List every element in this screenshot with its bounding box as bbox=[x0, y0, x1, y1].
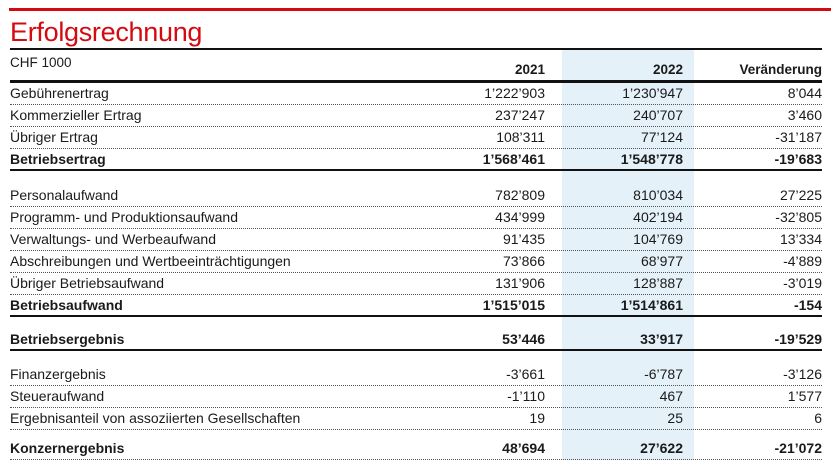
row-label: Konzernergebnis bbox=[10, 440, 125, 456]
table-row: Gebührenertrag 1’222’903 1’230’947 8’044 bbox=[10, 83, 822, 105]
value-2022: 240’707 bbox=[633, 107, 683, 123]
table-header-row: CHF 1000 2021 2022 Veränderung bbox=[10, 50, 822, 83]
table-row: Verwaltungs- und Werbeaufwand 91’435 104… bbox=[10, 229, 822, 251]
column-header-change: Veränderung bbox=[739, 62, 822, 77]
value-change: -19’683 bbox=[774, 150, 822, 167]
table-row bbox=[10, 171, 822, 185]
row-label: Steueraufwand bbox=[10, 388, 105, 404]
value-2021: 1’222’903 bbox=[484, 85, 545, 101]
table-row: Finanzergebnis -3’661 -6’787 -3’126 bbox=[10, 364, 822, 386]
value-2022: 1’230’947 bbox=[622, 85, 683, 101]
table-row: Betriebsertrag 1’568’461 1’548’778 -19’6… bbox=[10, 149, 822, 171]
table-row bbox=[10, 351, 822, 364]
value-2021: -3’661 bbox=[506, 366, 545, 382]
value-change: -3’126 bbox=[783, 366, 822, 382]
value-2021: 48’694 bbox=[502, 440, 545, 456]
value-2021: 131’906 bbox=[495, 275, 545, 291]
table-row bbox=[10, 317, 822, 329]
unit-label: CHF 1000 bbox=[10, 55, 72, 70]
value-change: -32’805 bbox=[775, 209, 822, 225]
row-label: Verwaltungs- und Werbeaufwand bbox=[10, 231, 216, 247]
value-change: -154 bbox=[793, 296, 822, 313]
value-2022: 810’034 bbox=[633, 187, 683, 203]
value-2021: 73’866 bbox=[502, 253, 545, 269]
row-label: Betriebsertrag bbox=[10, 150, 106, 167]
value-change: 3’460 bbox=[787, 107, 822, 123]
value-2022: 467 bbox=[659, 388, 683, 404]
value-2021: 782’809 bbox=[495, 187, 545, 203]
value-2022: 1’548’778 bbox=[620, 150, 683, 167]
table-row: Betriebsergebnis 53’446 33’917 -19’529 bbox=[10, 329, 822, 351]
income-statement-table: CHF 1000 2021 2022 Veränderung Gebührene… bbox=[10, 50, 822, 460]
value-2022: 77’124 bbox=[640, 129, 683, 145]
value-2022: 1’514’861 bbox=[620, 296, 683, 313]
value-change: -31’187 bbox=[775, 129, 822, 145]
row-label: Betriebsergebnis bbox=[10, 330, 125, 347]
value-2022: 402’194 bbox=[633, 209, 683, 225]
row-label: Ergebnisanteil von assoziierten Gesellsc… bbox=[10, 410, 301, 426]
title-divider bbox=[10, 48, 822, 50]
value-change: -4’889 bbox=[783, 253, 822, 269]
row-label: Abschreibungen und Wertbeeinträchtigunge… bbox=[10, 253, 291, 269]
table-row: Betriebsaufwand 1’515’015 1’514’861 -154 bbox=[10, 295, 822, 317]
value-2021: -1’110 bbox=[507, 388, 545, 404]
table-row bbox=[10, 430, 822, 438]
table-row: Kommerzieller Ertrag 237’247 240’707 3’4… bbox=[10, 105, 822, 127]
row-label: Übriger Betriebsaufwand bbox=[10, 275, 165, 291]
value-2022: 25 bbox=[667, 410, 683, 426]
row-label: Personalaufwand bbox=[10, 187, 119, 203]
value-2021: 237’247 bbox=[495, 107, 545, 123]
value-change: -19’529 bbox=[774, 330, 822, 347]
table-row: Programm- und Produktionsaufwand 434’999… bbox=[10, 207, 822, 229]
value-2021: 1’515’015 bbox=[482, 296, 545, 313]
value-change: 1’577 bbox=[787, 388, 822, 404]
value-change: 27’225 bbox=[779, 187, 822, 203]
table-row: Konzernergebnis 48’694 27’622 -21’072 bbox=[10, 438, 822, 460]
value-2021: 91’435 bbox=[502, 231, 545, 247]
column-header-2022: 2022 bbox=[652, 62, 683, 77]
value-2022: 104’769 bbox=[633, 231, 683, 247]
value-change: -3’019 bbox=[783, 275, 822, 291]
value-2022: 27’622 bbox=[640, 440, 683, 456]
row-label: Betriebsaufwand bbox=[10, 296, 123, 313]
row-label: Finanzergebnis bbox=[10, 366, 106, 382]
value-2022: 33’917 bbox=[640, 330, 683, 347]
table-row: Übriger Ertrag 108’311 77’124 -31’187 bbox=[10, 127, 822, 149]
value-change: 6 bbox=[814, 410, 822, 426]
value-2021: 434’999 bbox=[495, 209, 545, 225]
row-label: Gebührenertrag bbox=[10, 85, 109, 101]
value-2021: 108’311 bbox=[496, 129, 545, 145]
value-2022: 128’887 bbox=[633, 275, 683, 291]
page-title: Erfolgsrechnung bbox=[10, 17, 203, 47]
row-label: Programm- und Produktionsaufwand bbox=[10, 209, 239, 225]
table-row: Personalaufwand 782’809 810’034 27’225 bbox=[10, 185, 822, 207]
row-label: Kommerzieller Ertrag bbox=[10, 107, 142, 123]
column-header-2021: 2021 bbox=[514, 62, 545, 77]
highlight-2022-column bbox=[562, 50, 694, 460]
value-2022: -6’787 bbox=[644, 366, 683, 382]
value-2021: 19 bbox=[529, 410, 545, 426]
table-row: Übriger Betriebsaufwand 131’906 128’887 … bbox=[10, 273, 822, 295]
table-body: Gebührenertrag 1’222’903 1’230’947 8’044… bbox=[10, 83, 822, 460]
value-2021: 1’568’461 bbox=[482, 150, 545, 167]
value-change: 8’044 bbox=[787, 85, 822, 101]
accent-top-rule bbox=[9, 8, 831, 11]
value-change: 13’334 bbox=[779, 231, 822, 247]
value-change: -21’072 bbox=[774, 440, 822, 456]
value-2021: 53’446 bbox=[502, 330, 545, 347]
table-row: Ergebnisanteil von assoziierten Gesellsc… bbox=[10, 408, 822, 430]
table-row: Steueraufwand -1’110 467 1’577 bbox=[10, 386, 822, 408]
table-row: Abschreibungen und Wertbeeinträchtigunge… bbox=[10, 251, 822, 273]
row-label: Übriger Ertrag bbox=[10, 129, 98, 145]
value-2022: 68’977 bbox=[640, 253, 683, 269]
